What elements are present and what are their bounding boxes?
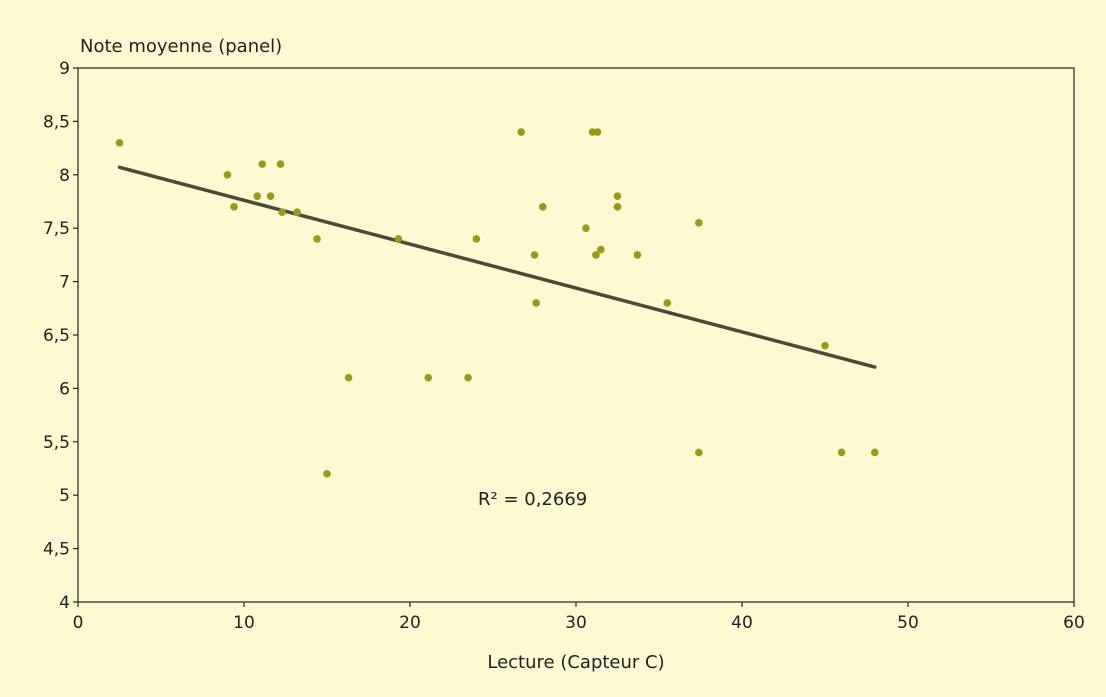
y-tick-label: 4 — [59, 593, 70, 613]
y-tick-label: 6,5 — [43, 326, 70, 346]
y-tick-label: 5,5 — [43, 433, 70, 453]
data-point — [278, 208, 286, 216]
data-point — [821, 341, 829, 350]
x-axis: 0 10 20 30 40 50 60 — [73, 602, 1085, 633]
trendline — [117, 165, 877, 369]
data-point — [532, 299, 540, 307]
data-point — [593, 128, 602, 136]
y-tick-label: 7 — [59, 273, 70, 293]
data-point — [613, 203, 622, 211]
x-tick-label: 60 — [1063, 613, 1085, 633]
r-squared-annotation: R² = 0,2669 — [478, 489, 587, 510]
x-tick-label: 30 — [565, 613, 587, 633]
y-axis: 4 4,5 5 5,5 6 6,5 7 7,5 8 8,5 9 — [43, 59, 78, 613]
data-point — [837, 448, 846, 457]
data-point — [871, 448, 879, 457]
data-point — [663, 299, 672, 307]
data-point — [582, 224, 590, 232]
y-tick-label: 7,5 — [43, 219, 70, 239]
x-tick-label: 0 — [73, 613, 84, 633]
data-point — [517, 128, 526, 136]
x-axis-title: Lecture (Capteur C) — [487, 652, 664, 673]
data-point — [695, 219, 703, 227]
data-point — [266, 192, 275, 200]
plot-area-frame — [77, 67, 1075, 603]
data-point — [276, 160, 285, 168]
data-point — [313, 235, 321, 243]
y-tick-label: 8 — [59, 166, 70, 186]
y-tick-label: 9 — [59, 59, 70, 79]
data-point — [633, 251, 642, 259]
data-point — [115, 138, 124, 147]
data-point — [258, 160, 267, 168]
y-tick-label: 6 — [59, 379, 70, 399]
data-point — [253, 192, 262, 200]
y-tick-label: 5 — [59, 486, 70, 506]
data-point — [472, 235, 481, 243]
y-tick-label: 8,5 — [43, 112, 70, 132]
data-point — [530, 251, 539, 259]
y-axis-title: Note moyenne (panel) — [80, 36, 282, 57]
data-points — [115, 128, 879, 478]
data-point — [592, 251, 600, 259]
x-tick-label: 10 — [233, 613, 255, 633]
x-tick-label: 20 — [399, 613, 421, 633]
x-tick-label: 40 — [731, 613, 753, 633]
data-point — [613, 192, 622, 200]
data-point — [344, 373, 353, 382]
y-tick-label: 4,5 — [43, 540, 70, 560]
data-point — [597, 245, 605, 254]
data-point — [394, 235, 403, 243]
data-point — [695, 448, 703, 457]
data-point — [293, 208, 301, 216]
data-point — [539, 203, 547, 211]
data-point — [230, 203, 238, 211]
data-point — [464, 373, 472, 382]
data-point — [323, 470, 331, 478]
data-point — [424, 373, 433, 382]
data-point — [223, 171, 232, 179]
x-tick-label: 50 — [897, 613, 919, 633]
